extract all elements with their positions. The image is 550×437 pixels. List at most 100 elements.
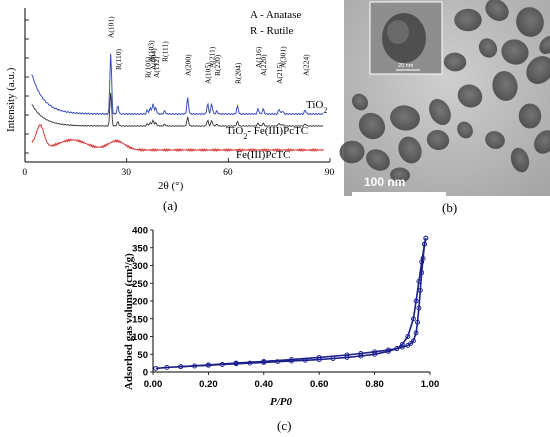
bet-y-ticks: 0 50 100 150 200 250 300 350 400 — [132, 226, 153, 379]
series-label-fe-pctc: Fe(III)PcTC — [236, 149, 290, 161]
bet-point-desorption — [205, 362, 211, 368]
xrd-peak-labels: A(101) R(110) R(101)A(103)A(004)A(112)R(11… — [107, 16, 311, 84]
bet-y-tick-label: 400 — [132, 226, 148, 237]
tem-particle — [358, 112, 386, 140]
tem-particle — [443, 52, 467, 72]
bet-y-tick-label: 250 — [132, 279, 148, 290]
xrd-peak-label: A(211) — [208, 46, 217, 68]
tem-micrograph: 20 nm 100 nm (b) — [339, 0, 550, 215]
bet-point-desorption — [344, 352, 350, 358]
xrd-peak-label: R(204) — [234, 62, 243, 84]
xrd-line-tio2-fe-pctc — [31, 92, 324, 127]
panel-label-b: (b) — [442, 200, 457, 215]
tem-particle — [478, 38, 498, 58]
bet-x-tick-label: 0.00 — [144, 379, 163, 390]
bet-x-ticks: 0.00 0.20 0.40 0.60 0.80 1.00 — [144, 372, 439, 390]
bet-point-desorption — [358, 351, 364, 356]
tem-particle — [518, 103, 542, 129]
tem-particle — [429, 98, 451, 126]
tem-particle — [534, 130, 550, 154]
bet-point-adsorption — [153, 365, 159, 371]
xrd-peak-label: A(105) — [204, 62, 213, 84]
bet-point-desorption — [420, 255, 426, 261]
xrd-peak-label: A(112) — [152, 56, 161, 78]
tem-particle — [516, 7, 544, 37]
xrd-peak-label: A(103) — [146, 40, 155, 62]
panel-label-c: (c) — [277, 418, 291, 433]
xrd-peak-label: A(301) — [279, 46, 288, 68]
tem-particle — [390, 167, 410, 183]
tem-inset-scale-label: 20 nm — [398, 63, 414, 69]
xrd-x-ticks: 0 30 60 90 — [22, 158, 335, 178]
tem-particle — [492, 71, 518, 101]
tem-inset-particle-core — [387, 20, 409, 44]
bet-series — [153, 235, 429, 371]
xrd-peak-label: A(004) — [149, 48, 158, 70]
bet-point-desorption — [178, 364, 184, 370]
bet-point-desorption — [419, 270, 425, 276]
bet-x-tick-label: 0.20 — [199, 379, 218, 390]
xrd-peak-label: R(220) — [213, 54, 222, 76]
tem-particle — [485, 0, 509, 21]
panel-label-a: (a) — [163, 198, 177, 213]
bet-point-desorption — [405, 342, 411, 348]
series-label-tio2-fe-pctc: TiO2- Fe(III)PcTC — [226, 125, 308, 141]
tem-particle — [510, 147, 530, 173]
xrd-peak-label: R(110) — [114, 49, 123, 70]
xrd-background — [0, 0, 340, 196]
bet-y-tick-label: 100 — [132, 332, 148, 343]
bet-point-desorption — [422, 241, 427, 247]
tem-particle — [485, 131, 505, 149]
bet-x-tick-label: 0.60 — [310, 379, 329, 390]
bet-x-tick-label: 0.40 — [255, 379, 274, 390]
bet-y-tick-label: 150 — [132, 314, 148, 325]
bet-isotherm-chart: 0 50 100 150 200 250 300 350 400 0.00 0.20 0.40 0.6… — [123, 226, 439, 434]
xrd-legend-anatase: A - Anatase — [250, 9, 301, 21]
bet-point-desorption — [233, 360, 239, 366]
tem-particle — [526, 56, 550, 84]
tem-particle — [539, 35, 550, 55]
tem-particle — [390, 105, 420, 131]
xrd-peak-label: R(111) — [161, 41, 170, 62]
bet-y-tick-label: 300 — [132, 261, 148, 272]
bet-point-adsorption — [164, 364, 170, 370]
tem-particle — [366, 149, 390, 171]
bet-x-label: P/P0 — [270, 396, 292, 408]
xrd-peak-label: A(116) — [254, 46, 263, 68]
bet-point-desorption — [394, 346, 400, 352]
bet-point-desorption — [399, 344, 405, 350]
bet-point-desorption — [261, 358, 267, 364]
bet-x-tick-label: 0.80 — [365, 379, 384, 390]
tem-particle — [457, 121, 473, 139]
bet-y-tick-label: 200 — [132, 297, 148, 308]
series-label-tio2: TiO2 — [306, 99, 327, 115]
bet-point-desorption — [423, 235, 429, 241]
xrd-y-label: Intensity (a.u.) — [5, 67, 17, 132]
bet-point-desorption — [410, 338, 416, 344]
xrd-peak-label: A(220) — [259, 54, 268, 76]
xrd-legend-rutile: R - Rutile — [250, 25, 294, 37]
bet-line-desorption — [180, 238, 427, 368]
xrd-peak-label: A(200) — [184, 54, 193, 76]
xrd-line-fe-pctc — [31, 123, 324, 153]
bet-point-desorption — [415, 319, 420, 325]
xrd-chart: 0 30 60 90 A(101)R(110) R(101)A(103)A(004)A(… — [0, 0, 340, 213]
xrd-series-lines — [31, 53, 324, 153]
tem-particle — [457, 84, 483, 108]
xrd-peak-label: A(224) — [301, 54, 310, 76]
bet-point-desorption — [385, 347, 391, 353]
bet-point-desorption — [416, 305, 422, 311]
tem-particle — [352, 93, 368, 111]
xrd-x-tick-label: 90 — [325, 168, 335, 178]
bet-point-desorption — [417, 287, 423, 293]
tem-particle — [426, 129, 450, 151]
bet-point-desorption — [316, 354, 322, 360]
xrd-x-tick-label: 60 — [223, 168, 233, 178]
bet-point-adsorption — [275, 359, 281, 365]
xrd-y-ticks — [25, 19, 29, 154]
bet-point-adsorption — [405, 334, 411, 339]
xrd-x-tick-label: 30 — [121, 168, 131, 178]
bet-point-desorption — [413, 330, 419, 336]
bet-line-adsorption — [155, 238, 427, 370]
bet-y-tick-label: 50 — [137, 350, 148, 361]
